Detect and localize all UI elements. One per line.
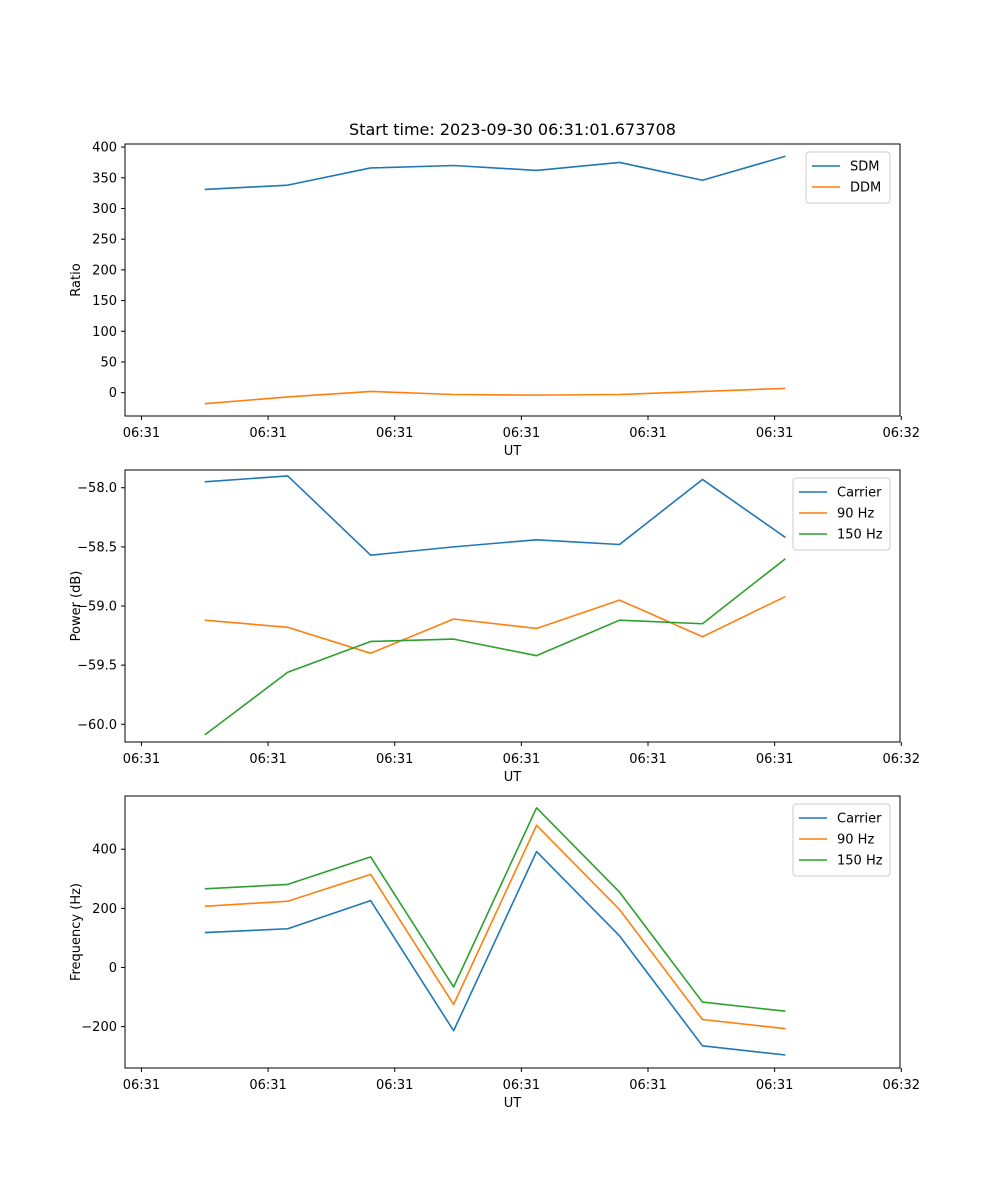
power-y-tick-label: −59.5: [77, 659, 117, 674]
frequency-legend-label-150-hz: 150 Hz: [837, 854, 883, 869]
power-x-tick-label: 06:31: [503, 752, 540, 767]
frequency-x-tick-label: 06:31: [629, 1078, 666, 1093]
power-x-tick-label: 06:32: [883, 752, 920, 767]
frequency-x-tick-label: 06:31: [249, 1078, 286, 1093]
power-y-tick-label: −59.0: [77, 600, 117, 615]
ratio-y-tick-label: 200: [92, 263, 117, 278]
ratio-y-axis-label: Ratio: [69, 263, 84, 296]
power-x-axis-label: UT: [504, 770, 522, 785]
frequency-legend-label-carrier: Carrier: [837, 812, 882, 827]
power-series-90-hz-line: [204, 595, 786, 655]
power-y-tick-label: −58.0: [77, 481, 117, 496]
frequency-legend-label-90-hz: 90 Hz: [837, 833, 874, 848]
ratio-y-tick-label: 100: [92, 325, 117, 340]
power-x-tick-label: 06:31: [249, 752, 286, 767]
frequency-y-tick-label: 200: [92, 902, 117, 917]
ratio-series-sdm-line: [204, 155, 786, 191]
frequency-x-axis-label: UT: [504, 1096, 522, 1111]
frequency-y-tick-label: −200: [81, 1020, 117, 1035]
ratio-x-tick-label: 06:31: [376, 426, 413, 441]
ratio-y-tick-label: 250: [92, 233, 117, 248]
frequency-x-tick-label: 06:32: [883, 1078, 920, 1093]
frequency-y-tick-label: 400: [92, 843, 117, 858]
frequency-series-150-hz-line: [204, 807, 786, 1013]
frequency-x-tick-label: 06:31: [123, 1078, 160, 1093]
ratio-x-tick-label: 06:31: [756, 426, 793, 441]
ratio-series-ddm-line: [204, 387, 786, 405]
frequency-y-axis-label: Frequency (Hz): [69, 883, 84, 981]
ratio-legend-label-ddm: DDM: [850, 181, 881, 196]
power-legend-label-150-hz: 150 Hz: [837, 528, 883, 543]
ratio-legend-box: [805, 151, 891, 204]
ratio-legend: SDM DDM: [805, 151, 891, 204]
ratio-panel: Start time: 2023-09-30 06:31:01.673708 0 5…: [69, 120, 920, 459]
frequency-y-tick-label: 0: [109, 961, 117, 976]
ratio-x-axis-label: UT: [504, 444, 522, 459]
power-x-tick-label: 06:31: [756, 752, 793, 767]
ratio-y-tick-label: 350: [92, 171, 117, 186]
frequency-axes-frame: [124, 795, 901, 1069]
frequency-legend: Carrier 90 Hz 150 Hz: [792, 803, 891, 877]
frequency-legend-box: [792, 803, 891, 877]
ratio-x-tick-label: 06:31: [503, 426, 540, 441]
power-series-150-hz-line: [204, 558, 786, 736]
ratio-x-tick-label: 06:32: [883, 426, 920, 441]
frequency-series-90-hz-line: [204, 824, 786, 1030]
ratio-chart-title: Start time: 2023-09-30 06:31:01.673708: [349, 120, 676, 139]
frequency-x-tick-label: 06:31: [503, 1078, 540, 1093]
power-y-tick-label: −58.5: [77, 540, 117, 555]
ratio-y-tick-label: 150: [92, 294, 117, 309]
ratio-axes-frame: [124, 143, 901, 417]
power-legend: Carrier 90 Hz 150 Hz: [792, 477, 891, 551]
power-legend-box: [792, 477, 891, 551]
power-y-axis-label: Power (dB): [69, 571, 84, 642]
frequency-x-tick-label: 06:31: [376, 1078, 413, 1093]
frequency-panel: 400 200 0 −200 06:31 06:31 06:31 06:31 06:31 06:3…: [69, 795, 920, 1111]
frequency-series-carrier-line: [204, 850, 786, 1056]
power-x-tick-label: 06:31: [376, 752, 413, 767]
power-x-tick-label: 06:31: [629, 752, 666, 767]
ratio-legend-label-sdm: SDM: [850, 160, 879, 175]
power-legend-label-carrier: Carrier: [837, 486, 882, 501]
frequency-x-tick-label: 06:31: [756, 1078, 793, 1093]
ratio-y-tick-label: 300: [92, 202, 117, 217]
ratio-x-tick-label: 06:31: [123, 426, 160, 441]
power-axes-frame: [124, 469, 901, 743]
power-series-carrier-line: [204, 475, 786, 556]
power-legend-label-90-hz: 90 Hz: [837, 507, 874, 522]
power-y-tick-label: −60.0: [77, 718, 117, 733]
power-panel: −58.0 −58.5 −59.0 −59.5 −60.0 06:31 06:31 06:31…: [69, 469, 920, 785]
ratio-x-tick-label: 06:31: [249, 426, 286, 441]
ratio-y-tick-label: 0: [109, 386, 117, 401]
ratio-y-tick-label: 400: [92, 141, 117, 156]
ratio-x-tick-label: 06:31: [629, 426, 666, 441]
ratio-y-tick-label: 50: [100, 355, 117, 370]
power-x-tick-label: 06:31: [123, 752, 160, 767]
